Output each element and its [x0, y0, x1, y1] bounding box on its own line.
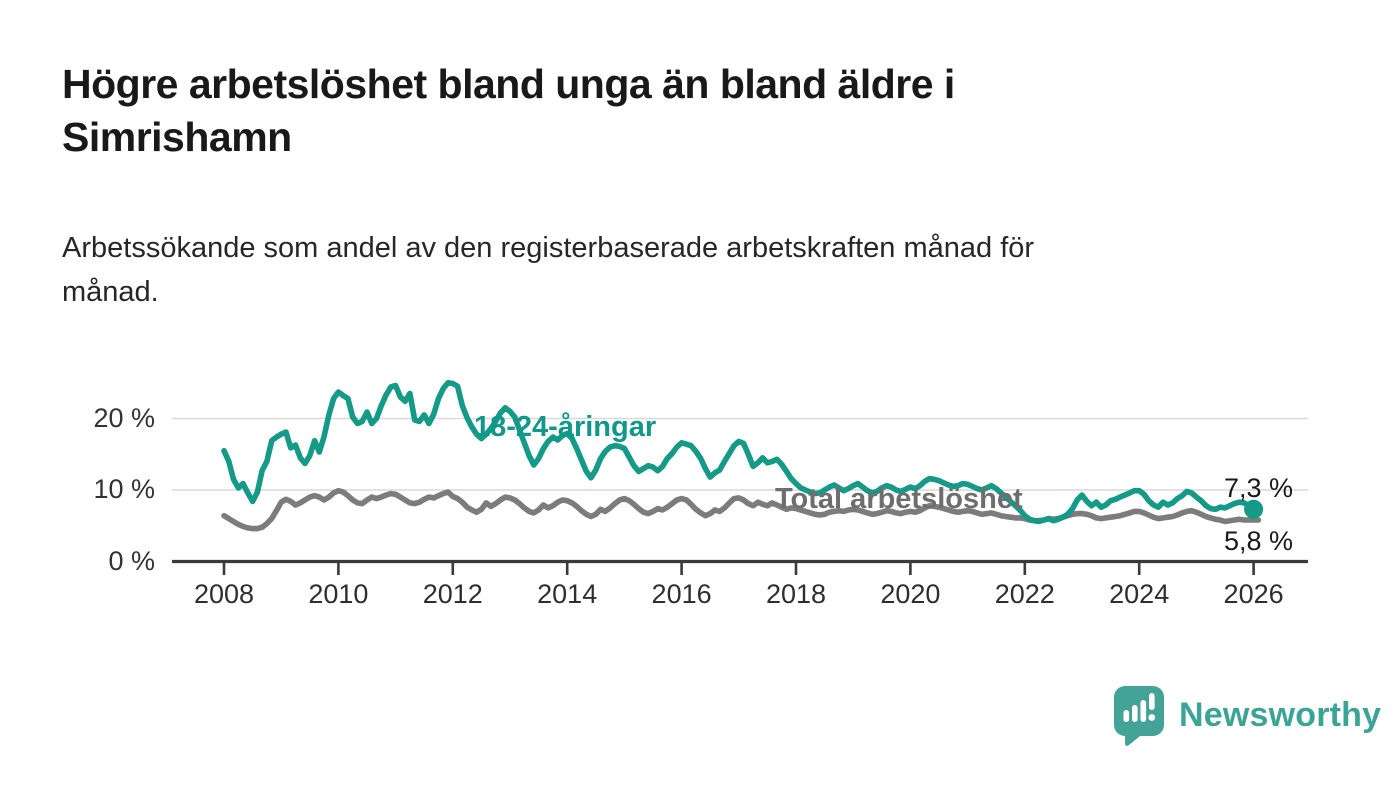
x-axis-tick-label: 2018: [765, 579, 827, 609]
series-end-dot: [1244, 499, 1264, 519]
x-axis-tick-label: 2024: [1109, 579, 1170, 609]
chart-subtitle: Arbetssökande som andel av den registerb…: [62, 226, 1332, 314]
newsworthy-logo[interactable]: Newsworthy: [1112, 684, 1381, 747]
series-line-total: [221, 487, 1262, 532]
page-title: Högre arbetslöshet bland unga än bland ä…: [62, 58, 1332, 164]
chart-subtitle-line2: månad.: [62, 276, 159, 308]
y-axis-tick-label: 0 %: [108, 545, 155, 576]
newsworthy-logo-icon: [1114, 686, 1164, 747]
y-axis-tick-label: 20 %: [93, 402, 155, 433]
end-value-label-total: 5,8 %: [1224, 526, 1294, 556]
x-axis-tick-label: 2020: [880, 579, 941, 609]
x-axis-tick-label: 2016: [651, 579, 712, 609]
newsworthy-logo-text: Newsworthy: [1179, 696, 1382, 734]
page-title-line1: Högre arbetslöshet bland unga än bland ä…: [62, 61, 955, 107]
x-axis-tick-label: 2014: [537, 579, 598, 609]
series-label-total: Total arbetslöshet: [775, 483, 1023, 515]
x-axis-tick-label: 2008: [193, 579, 255, 609]
series-label-youth: 18-24-åringar: [474, 411, 657, 443]
y-axis-tick-label: 10 %: [93, 474, 155, 504]
chart-subtitle-line1: Arbetssökande som andel av den registerb…: [62, 232, 1035, 264]
x-axis-tick-label: 2012: [422, 579, 483, 609]
page-title-line2: Simrishamn: [62, 114, 292, 160]
x-axis-tick-label: 2022: [994, 579, 1055, 609]
x-axis-tick-label: 2026: [1223, 579, 1284, 609]
x-axis-tick-label: 2010: [308, 579, 369, 609]
series-line-youth: [221, 380, 1257, 525]
end-value-label-youth: 7,3 %: [1224, 473, 1294, 503]
